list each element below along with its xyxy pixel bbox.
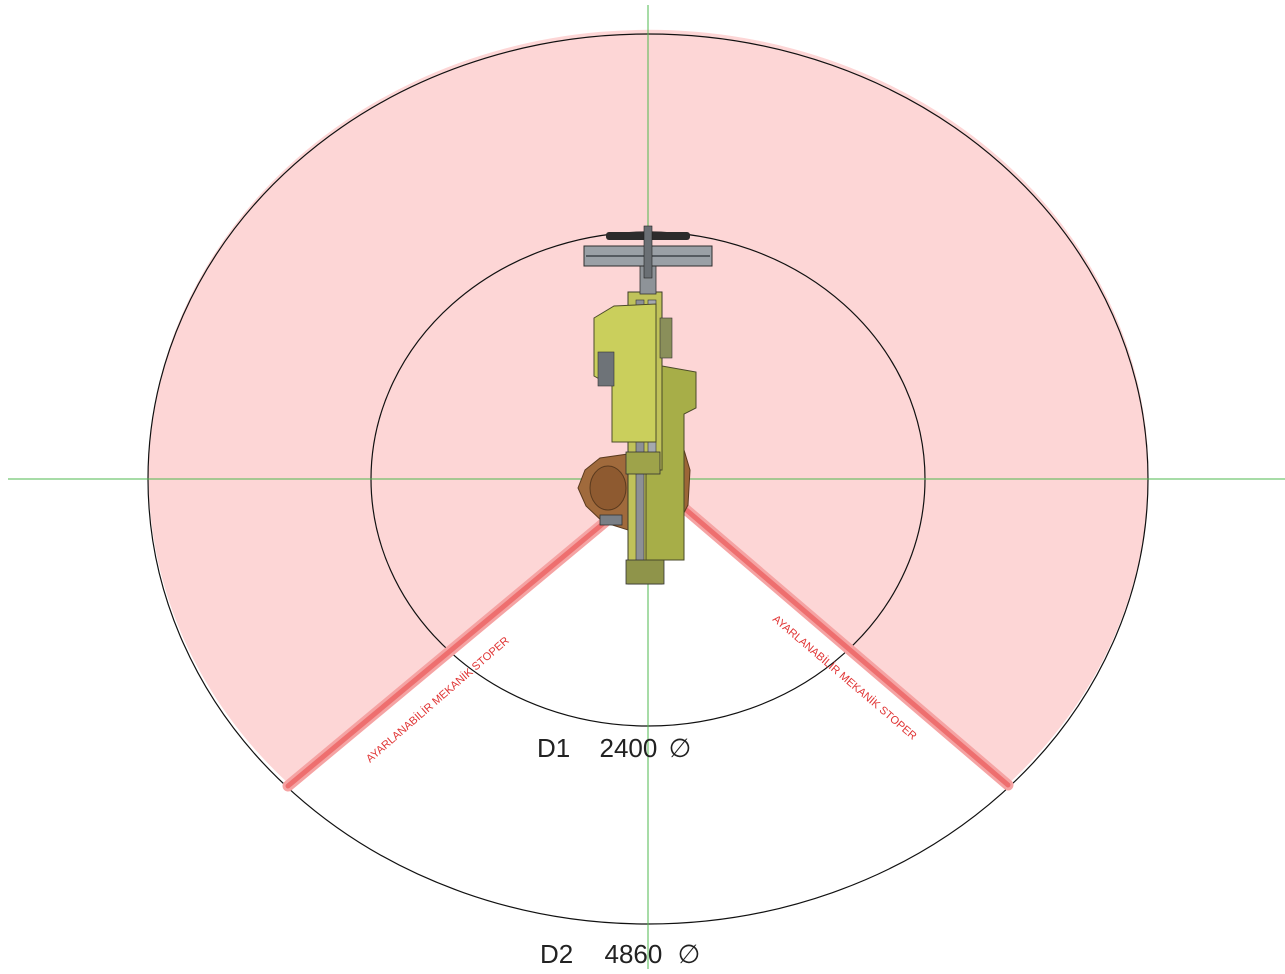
scara-robot-top-view-icon xyxy=(577,225,713,585)
d2-value: 4860 xyxy=(604,939,662,969)
outer-diameter-label: D2 4860 ∅ xyxy=(540,939,700,969)
d1-value: 2400 xyxy=(599,733,657,763)
diameter-symbol: ∅ xyxy=(678,939,701,969)
d1-name: D1 xyxy=(537,733,570,763)
inner-diameter-label: D1 2400 ∅ xyxy=(537,733,691,763)
diameter-symbol: ∅ xyxy=(669,733,692,763)
right-mechanical-stopper xyxy=(678,502,1014,791)
d2-name: D2 xyxy=(540,939,573,969)
left-mechanical-stopper xyxy=(282,516,611,792)
